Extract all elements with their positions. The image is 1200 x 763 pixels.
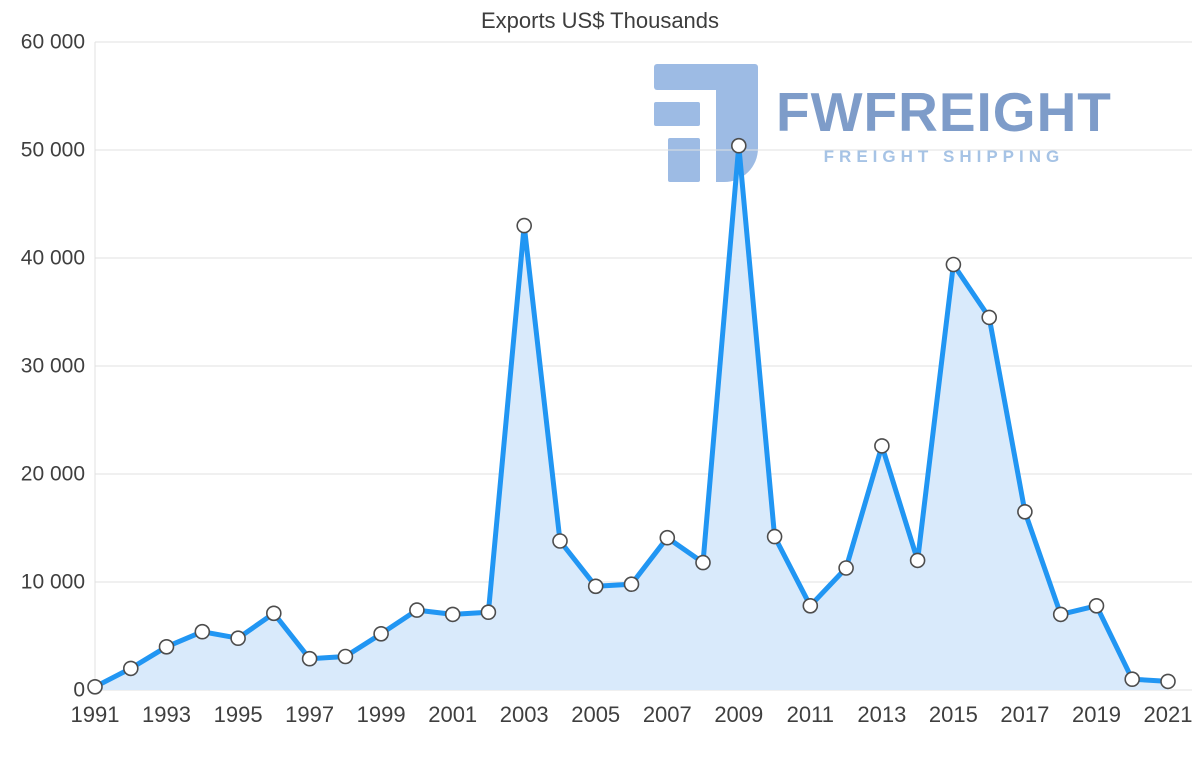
data-point-marker <box>587 578 604 595</box>
x-axis-tick-label: 1993 <box>142 702 191 727</box>
watermark-brand: FWFREIGHT <box>776 81 1112 143</box>
data-point-marker <box>265 605 282 622</box>
data-point-marker <box>838 560 854 576</box>
x-axis-tick-label: 2011 <box>787 702 834 727</box>
data-point-marker <box>123 660 139 677</box>
x-axis-tick-label: 1999 <box>357 702 406 727</box>
data-point-marker <box>158 638 175 655</box>
data-point-marker <box>337 648 354 665</box>
data-point-marker <box>444 606 461 623</box>
x-axis-tick-label: 1991 <box>71 702 120 727</box>
x-axis-tick-label: 2021 <box>1144 702 1193 727</box>
data-point-marker <box>1088 597 1105 614</box>
data-point-marker <box>695 554 711 571</box>
x-axis-tick-label: 2007 <box>643 702 692 727</box>
y-axis-tick-label: 50 000 <box>21 139 85 162</box>
watermark-text: FWFREIGHT FREIGHT SHIPPING <box>776 64 1112 167</box>
watermark-tagline: FREIGHT SHIPPING <box>823 146 1065 166</box>
y-axis-tick-label: 40 000 <box>21 247 85 270</box>
data-point-marker <box>1052 606 1069 623</box>
y-axis-tick-label: 10 000 <box>21 571 85 594</box>
data-point-marker <box>301 650 318 667</box>
y-axis-tick-label: 60 000 <box>21 31 85 54</box>
y-axis-tick-label: 0 <box>73 679 85 702</box>
x-axis-tick-label: 2019 <box>1072 702 1121 727</box>
data-point-marker <box>1160 673 1176 690</box>
x-axis-tick-label: 2005 <box>571 702 620 727</box>
data-point-marker <box>659 529 676 546</box>
x-axis-tick-label: 2001 <box>428 702 477 727</box>
data-point-marker <box>945 256 962 273</box>
watermark: FWFREIGHT FREIGHT SHIPPING <box>650 64 1112 182</box>
x-axis-tick-label: 2003 <box>500 702 549 727</box>
data-point-marker <box>802 597 819 614</box>
data-point-marker <box>87 678 103 695</box>
data-point-marker <box>516 217 533 234</box>
data-point-marker <box>766 528 783 545</box>
data-point-marker <box>874 438 890 454</box>
x-axis-tick-label: 2013 <box>857 702 906 727</box>
x-axis-tick-label: 2015 <box>929 702 978 727</box>
data-point-marker <box>623 576 640 593</box>
y-axis-tick-label: 30 000 <box>21 355 85 378</box>
data-point-marker <box>981 309 998 326</box>
data-point-marker <box>230 630 246 647</box>
data-point-marker <box>409 602 425 618</box>
x-axis-tick-label: 1995 <box>214 702 263 727</box>
x-axis-tick-label: 2009 <box>714 702 763 727</box>
x-axis-tick-label: 2017 <box>1000 702 1049 727</box>
x-axis-tick-label: 1997 <box>285 702 334 727</box>
data-point-marker <box>1124 671 1140 688</box>
data-point-marker <box>1017 503 1033 520</box>
area-fill <box>95 145 1168 690</box>
data-point-marker <box>909 552 926 569</box>
data-point-marker <box>373 625 389 642</box>
data-point-marker <box>194 623 211 640</box>
fwfreight-logo-icon <box>654 64 758 182</box>
data-point-marker <box>552 533 568 549</box>
data-point-marker <box>480 604 497 621</box>
y-axis-tick-label: 20 000 <box>21 463 85 486</box>
data-point-marker <box>730 137 747 154</box>
